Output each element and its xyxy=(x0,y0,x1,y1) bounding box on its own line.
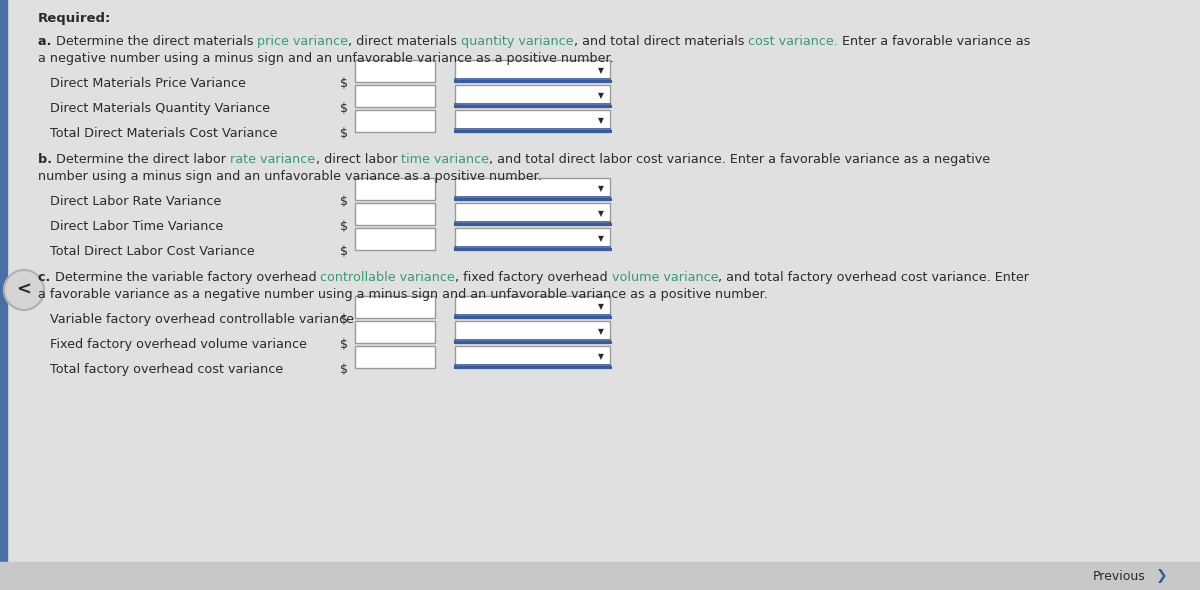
Text: a favorable variance as a negative number using a minus sign and an unfavorable : a favorable variance as a negative numbe… xyxy=(38,288,768,301)
Text: , fixed factory overhead: , fixed factory overhead xyxy=(455,271,612,284)
FancyBboxPatch shape xyxy=(455,296,610,318)
Bar xyxy=(0,0,7,590)
FancyBboxPatch shape xyxy=(455,178,610,200)
Text: ▼: ▼ xyxy=(598,327,604,336)
Text: ▼: ▼ xyxy=(598,67,604,76)
Text: Previous: Previous xyxy=(1092,569,1145,582)
Text: $: $ xyxy=(340,220,348,233)
Text: ▼: ▼ xyxy=(598,91,604,100)
Text: Total Direct Labor Cost Variance: Total Direct Labor Cost Variance xyxy=(50,245,254,258)
Text: Fixed factory overhead volume variance: Fixed factory overhead volume variance xyxy=(50,338,307,351)
Text: controllable variance: controllable variance xyxy=(320,271,455,284)
Text: Determine the direct labor: Determine the direct labor xyxy=(56,153,230,166)
Text: Total Direct Materials Cost Variance: Total Direct Materials Cost Variance xyxy=(50,127,277,140)
FancyBboxPatch shape xyxy=(355,85,436,107)
FancyBboxPatch shape xyxy=(355,346,436,368)
Text: $: $ xyxy=(340,245,348,258)
Text: ▼: ▼ xyxy=(598,303,604,312)
FancyBboxPatch shape xyxy=(455,60,610,82)
Text: Direct Labor Rate Variance: Direct Labor Rate Variance xyxy=(50,195,221,208)
Circle shape xyxy=(4,270,44,310)
Text: , and total direct materials: , and total direct materials xyxy=(574,35,749,48)
Text: $: $ xyxy=(340,195,348,208)
Text: ▼: ▼ xyxy=(598,185,604,194)
FancyBboxPatch shape xyxy=(355,296,436,318)
Text: , and total factory overhead cost variance. Enter: , and total factory overhead cost varian… xyxy=(719,271,1030,284)
Text: $: $ xyxy=(340,313,348,326)
FancyBboxPatch shape xyxy=(455,85,610,107)
Text: Total factory overhead cost variance: Total factory overhead cost variance xyxy=(50,363,283,376)
Text: ▼: ▼ xyxy=(598,352,604,362)
Text: , direct materials: , direct materials xyxy=(348,35,461,48)
Text: Determine the variable factory overhead: Determine the variable factory overhead xyxy=(55,271,320,284)
Text: <: < xyxy=(17,281,31,299)
FancyBboxPatch shape xyxy=(455,346,610,368)
Text: ▼: ▼ xyxy=(598,234,604,244)
Text: $: $ xyxy=(340,338,348,351)
Text: cost variance.: cost variance. xyxy=(749,35,839,48)
Text: quantity variance: quantity variance xyxy=(461,35,574,48)
FancyBboxPatch shape xyxy=(455,203,610,225)
Text: $: $ xyxy=(340,127,348,140)
FancyBboxPatch shape xyxy=(455,228,610,250)
Text: Enter a favorable variance as: Enter a favorable variance as xyxy=(839,35,1031,48)
Text: Direct Materials Price Variance: Direct Materials Price Variance xyxy=(50,77,246,90)
Text: , direct labor: , direct labor xyxy=(316,153,401,166)
Text: Required:: Required: xyxy=(38,12,112,25)
Text: price variance: price variance xyxy=(257,35,348,48)
FancyBboxPatch shape xyxy=(455,321,610,343)
Text: $: $ xyxy=(340,77,348,90)
Text: rate variance: rate variance xyxy=(230,153,316,166)
FancyBboxPatch shape xyxy=(355,60,436,82)
FancyBboxPatch shape xyxy=(355,321,436,343)
Text: Determine the direct materials: Determine the direct materials xyxy=(56,35,257,48)
Text: , and total direct labor cost variance. Enter a favorable variance as a negative: , and total direct labor cost variance. … xyxy=(490,153,990,166)
FancyBboxPatch shape xyxy=(355,203,436,225)
Text: a negative number using a minus sign and an unfavorable variance as a positive n: a negative number using a minus sign and… xyxy=(38,52,613,65)
Text: ▼: ▼ xyxy=(598,209,604,218)
FancyBboxPatch shape xyxy=(455,110,610,132)
FancyBboxPatch shape xyxy=(355,178,436,200)
Text: c.: c. xyxy=(38,271,55,284)
FancyBboxPatch shape xyxy=(355,228,436,250)
Text: $: $ xyxy=(340,102,348,115)
Text: Direct Materials Quantity Variance: Direct Materials Quantity Variance xyxy=(50,102,270,115)
Text: $: $ xyxy=(340,363,348,376)
Text: number using a minus sign and an unfavorable variance as a positive number.: number using a minus sign and an unfavor… xyxy=(38,170,542,183)
Text: a.: a. xyxy=(38,35,56,48)
Text: Direct Labor Time Variance: Direct Labor Time Variance xyxy=(50,220,223,233)
FancyBboxPatch shape xyxy=(355,110,436,132)
Text: ❯: ❯ xyxy=(1156,569,1168,583)
Bar xyxy=(0,562,1200,590)
Text: volume variance: volume variance xyxy=(612,271,719,284)
Text: b.: b. xyxy=(38,153,56,166)
Text: Variable factory overhead controllable variance: Variable factory overhead controllable v… xyxy=(50,313,354,326)
Text: ▼: ▼ xyxy=(598,116,604,126)
Text: time variance: time variance xyxy=(401,153,490,166)
